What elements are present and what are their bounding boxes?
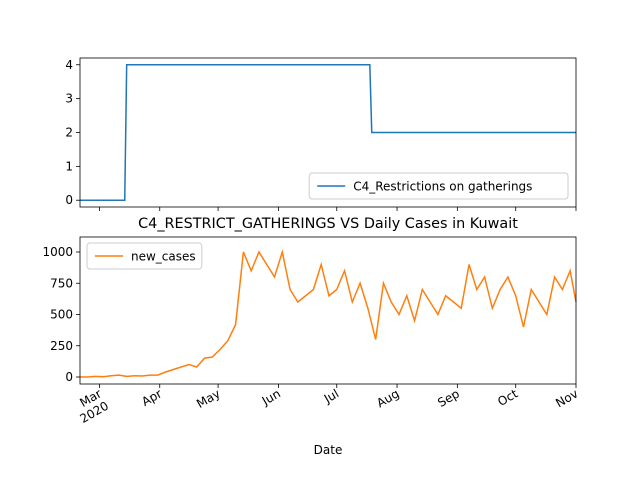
y-tick-label: 1000	[42, 245, 73, 259]
y-tick-label: 2	[65, 126, 73, 140]
x-tick-group: Jul	[321, 386, 341, 406]
axes-frame	[79, 236, 577, 385]
x-tick-label: Jul	[321, 386, 341, 406]
y-tick-label: 500	[50, 308, 73, 322]
y-tick-label: 3	[65, 92, 73, 106]
data-line	[80, 64, 576, 201]
data-line	[80, 249, 577, 378]
legend-label: C4_Restrictions on gatherings	[353, 180, 532, 194]
axes-frame	[79, 57, 577, 208]
y-tick-label: 750	[50, 276, 73, 290]
legend-box	[308, 172, 569, 200]
y-tick-label: 4	[65, 58, 73, 72]
y-tick-label: 250	[50, 339, 73, 353]
x-axis-label: Date	[314, 443, 343, 457]
y-tick-label: 1	[65, 159, 73, 173]
legend-label: new_cases	[131, 250, 196, 264]
y-tick-label: 0	[65, 193, 73, 207]
chart-title: C4_RESTRICT_GATHERINGS VS Daily Cases in…	[138, 216, 518, 232]
y-tick-label: 0	[65, 370, 73, 384]
legend-box	[86, 242, 203, 270]
